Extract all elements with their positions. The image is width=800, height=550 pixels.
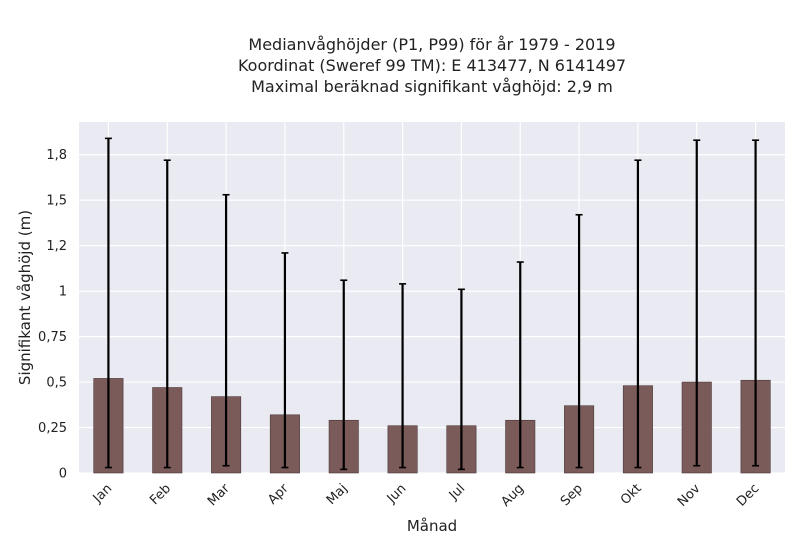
x-tick-label-dec: Dec: [734, 481, 762, 509]
error-bar-maj: [340, 279, 348, 471]
error-bars-group: [104, 137, 760, 471]
error-bar-okt: [634, 159, 642, 469]
error-bar-sep: [575, 213, 583, 469]
x-tick-label-sep: Sep: [558, 481, 586, 509]
x-axis-ticks: Jan Feb Mar Apr Maj Jun Jul Aug Sep Okt Nov Dec: [90, 481, 763, 510]
error-bar-jan: [104, 137, 112, 469]
y-axis-ticks: 0 0,25 0,5 0,75 1 1,2 1,5 1,8: [38, 148, 67, 481]
title-line-1: Medianvåghöjder (P1, P99) för år 1979 - …: [248, 35, 616, 54]
x-axis-label: Månad: [407, 517, 457, 535]
x-tick-label-okt: Okt: [618, 481, 645, 508]
x-tick-label-feb: Feb: [147, 481, 174, 508]
x-tick-label-jun: Jun: [384, 481, 410, 507]
x-tick-label-mar: Mar: [205, 481, 233, 509]
y-tick-label: 1,2: [46, 239, 67, 254]
y-tick-label: 1,5: [46, 194, 67, 209]
x-tick-label-apr: Apr: [265, 481, 292, 508]
error-bar-nov: [693, 139, 701, 467]
error-bar-jul: [457, 288, 465, 471]
error-bar-dec: [752, 139, 760, 467]
y-tick-label: 0,5: [46, 376, 67, 391]
x-tick-label-jul: Jul: [446, 481, 468, 503]
x-tick-label-aug: Aug: [499, 481, 528, 510]
title-line-2: Koordinat (Sweref 99 TM): E 413477, N 61…: [237, 56, 627, 75]
error-bar-apr: [281, 252, 289, 469]
error-bar-aug: [516, 261, 524, 469]
plot-area: [79, 122, 785, 473]
error-bar-jun: [399, 283, 407, 469]
x-tick-label-jan: Jan: [90, 481, 115, 506]
y-tick-label: 0,75: [38, 330, 67, 345]
y-axis-label: Signifikant våghöjd (m): [16, 210, 34, 385]
y-tick-label: 0,25: [38, 421, 67, 436]
error-bar-mar: [222, 193, 230, 467]
y-tick-label: 1,8: [46, 148, 67, 163]
y-tick-label: 1: [59, 285, 67, 300]
x-tick-label-maj: Maj: [324, 481, 351, 508]
x-tick-label-nov: Nov: [675, 481, 704, 510]
title-line-3: Maximal beräknad signifikant våghöjd: 2,…: [251, 77, 613, 96]
y-tick-label: 0: [59, 467, 67, 482]
error-bar-feb: [163, 159, 171, 469]
chart-title: Medianvåghöjder (P1, P99) för år 1979 - …: [32, 34, 800, 97]
